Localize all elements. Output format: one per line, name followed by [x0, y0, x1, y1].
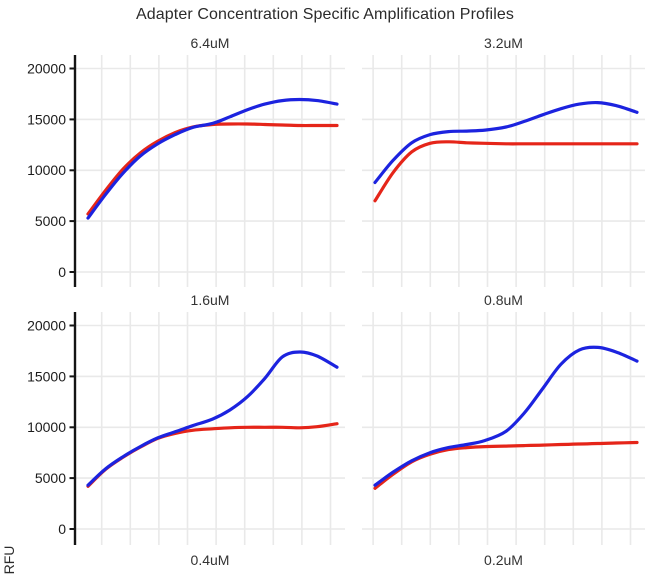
- facet-label-1.6uM: 1.6uM: [190, 291, 230, 308]
- facet-label-row: 0.4uM 0.2uM: [0, 545, 650, 575]
- y-axis: 0 5000 10000 15000 20000: [27, 55, 77, 287]
- facet-label-0.8uM: 0.8uM: [484, 291, 523, 308]
- y-tick-label: 0: [58, 521, 66, 537]
- facet-label-row: 1.6uM 0.8uM: [0, 287, 650, 312]
- panel-row-svg: 0 5000 10000 15000 20000: [27, 55, 645, 287]
- facet-grid: 6.4uM 3.2uM 0 5000 10000 15000 20000 1.6uM 0.8uM…: [0, 30, 650, 575]
- y-tick-label: 20000: [27, 317, 66, 333]
- panel-row-svg: 0 5000 10000 15000 20000: [27, 312, 645, 545]
- y-tick-label: 20000: [27, 60, 66, 76]
- gridlines: [75, 55, 345, 287]
- blue-curve-3.2uM: [373, 100, 639, 185]
- y-tick-label: 5000: [35, 470, 66, 486]
- blue-curve-1.6uM: [86, 350, 339, 487]
- facet-label-row: 6.4uM 3.2uM: [0, 30, 650, 55]
- gridlines: [362, 55, 645, 287]
- y-tick-label: 15000: [27, 368, 66, 384]
- y-tick-label: 5000: [35, 213, 66, 229]
- blue-curve-6.4uM: [86, 97, 339, 220]
- y-axis-label: RFU: [1, 545, 17, 575]
- y-tick-label: 10000: [27, 162, 66, 178]
- facet-label-3.2uM: 3.2uM: [484, 34, 523, 51]
- y-tick-label: 15000: [27, 111, 66, 127]
- facet-label-0.4uM: 0.4uM: [190, 552, 230, 568]
- gridlines: [75, 312, 345, 545]
- blue-curve-0.8uM: [373, 345, 639, 487]
- facet-label-0.2uM: 0.2uM: [484, 552, 523, 568]
- chart-title: Adapter Concentration Specific Amplifica…: [136, 6, 514, 23]
- y-tick-label: 10000: [27, 419, 66, 435]
- facet-label-6.4uM: 6.4uM: [190, 34, 230, 51]
- red-curve-0.8uM: [373, 440, 639, 490]
- y-axis: 0 5000 10000 15000 20000: [27, 312, 77, 545]
- gridlines: [362, 312, 645, 545]
- red-curve-3.2uM: [373, 140, 639, 203]
- y-tick-label: 0: [58, 264, 66, 280]
